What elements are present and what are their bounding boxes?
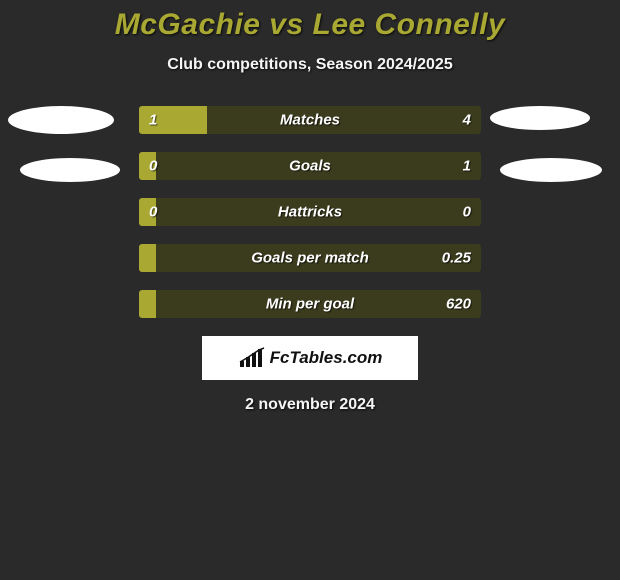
stat-right-value: 0.25: [442, 250, 471, 267]
stat-right-value: 1: [463, 158, 471, 175]
stat-right-value: 0: [463, 204, 471, 221]
page-subtitle: Club competitions, Season 2024/2025: [0, 56, 620, 74]
stat-left-value: 0: [149, 204, 157, 221]
snapshot-date: 2 november 2024: [0, 396, 620, 414]
stat-bar: Goals per match 0.25: [139, 244, 481, 272]
stat-left-value: 1: [149, 112, 157, 129]
stat-right-value: 620: [446, 296, 471, 313]
stat-label: Hattricks: [278, 204, 342, 221]
stat-right-value: 4: [463, 112, 471, 129]
comparison-bars: 1 Matches 4 0 Goals 1 0 Hattricks: [139, 106, 481, 318]
logo-text: FcTables.com: [270, 348, 383, 368]
stat-bar: 0 Goals 1: [139, 152, 481, 180]
chart-bars-icon: [238, 347, 266, 369]
stat-label: Goals per match: [251, 250, 369, 267]
stat-label: Min per goal: [266, 296, 354, 313]
stats-comparison-panel: McGachie vs Lee Connelly Club competitio…: [0, 0, 620, 414]
stat-bar: 1 Matches 4: [139, 106, 481, 134]
stat-bar: 0 Hattricks 0: [139, 198, 481, 226]
page-title: McGachie vs Lee Connelly: [0, 8, 620, 42]
bar-right-fill: [207, 106, 481, 134]
stat-label: Goals: [289, 158, 331, 175]
attribution-logo[interactable]: FcTables.com: [202, 336, 418, 380]
player-avatar-placeholder: [500, 158, 602, 182]
player-avatar-placeholder: [490, 106, 590, 130]
player-avatar-placeholder: [8, 106, 114, 134]
player-avatar-placeholder: [20, 158, 120, 182]
bar-left-fill: [139, 244, 156, 272]
chart-area: 1 Matches 4 0 Goals 1 0 Hattricks: [0, 106, 620, 414]
bar-left-fill: [139, 290, 156, 318]
stat-left-value: 0: [149, 158, 157, 175]
stat-bar: Min per goal 620: [139, 290, 481, 318]
stat-label: Matches: [280, 112, 340, 129]
logo-inner: FcTables.com: [238, 347, 383, 369]
